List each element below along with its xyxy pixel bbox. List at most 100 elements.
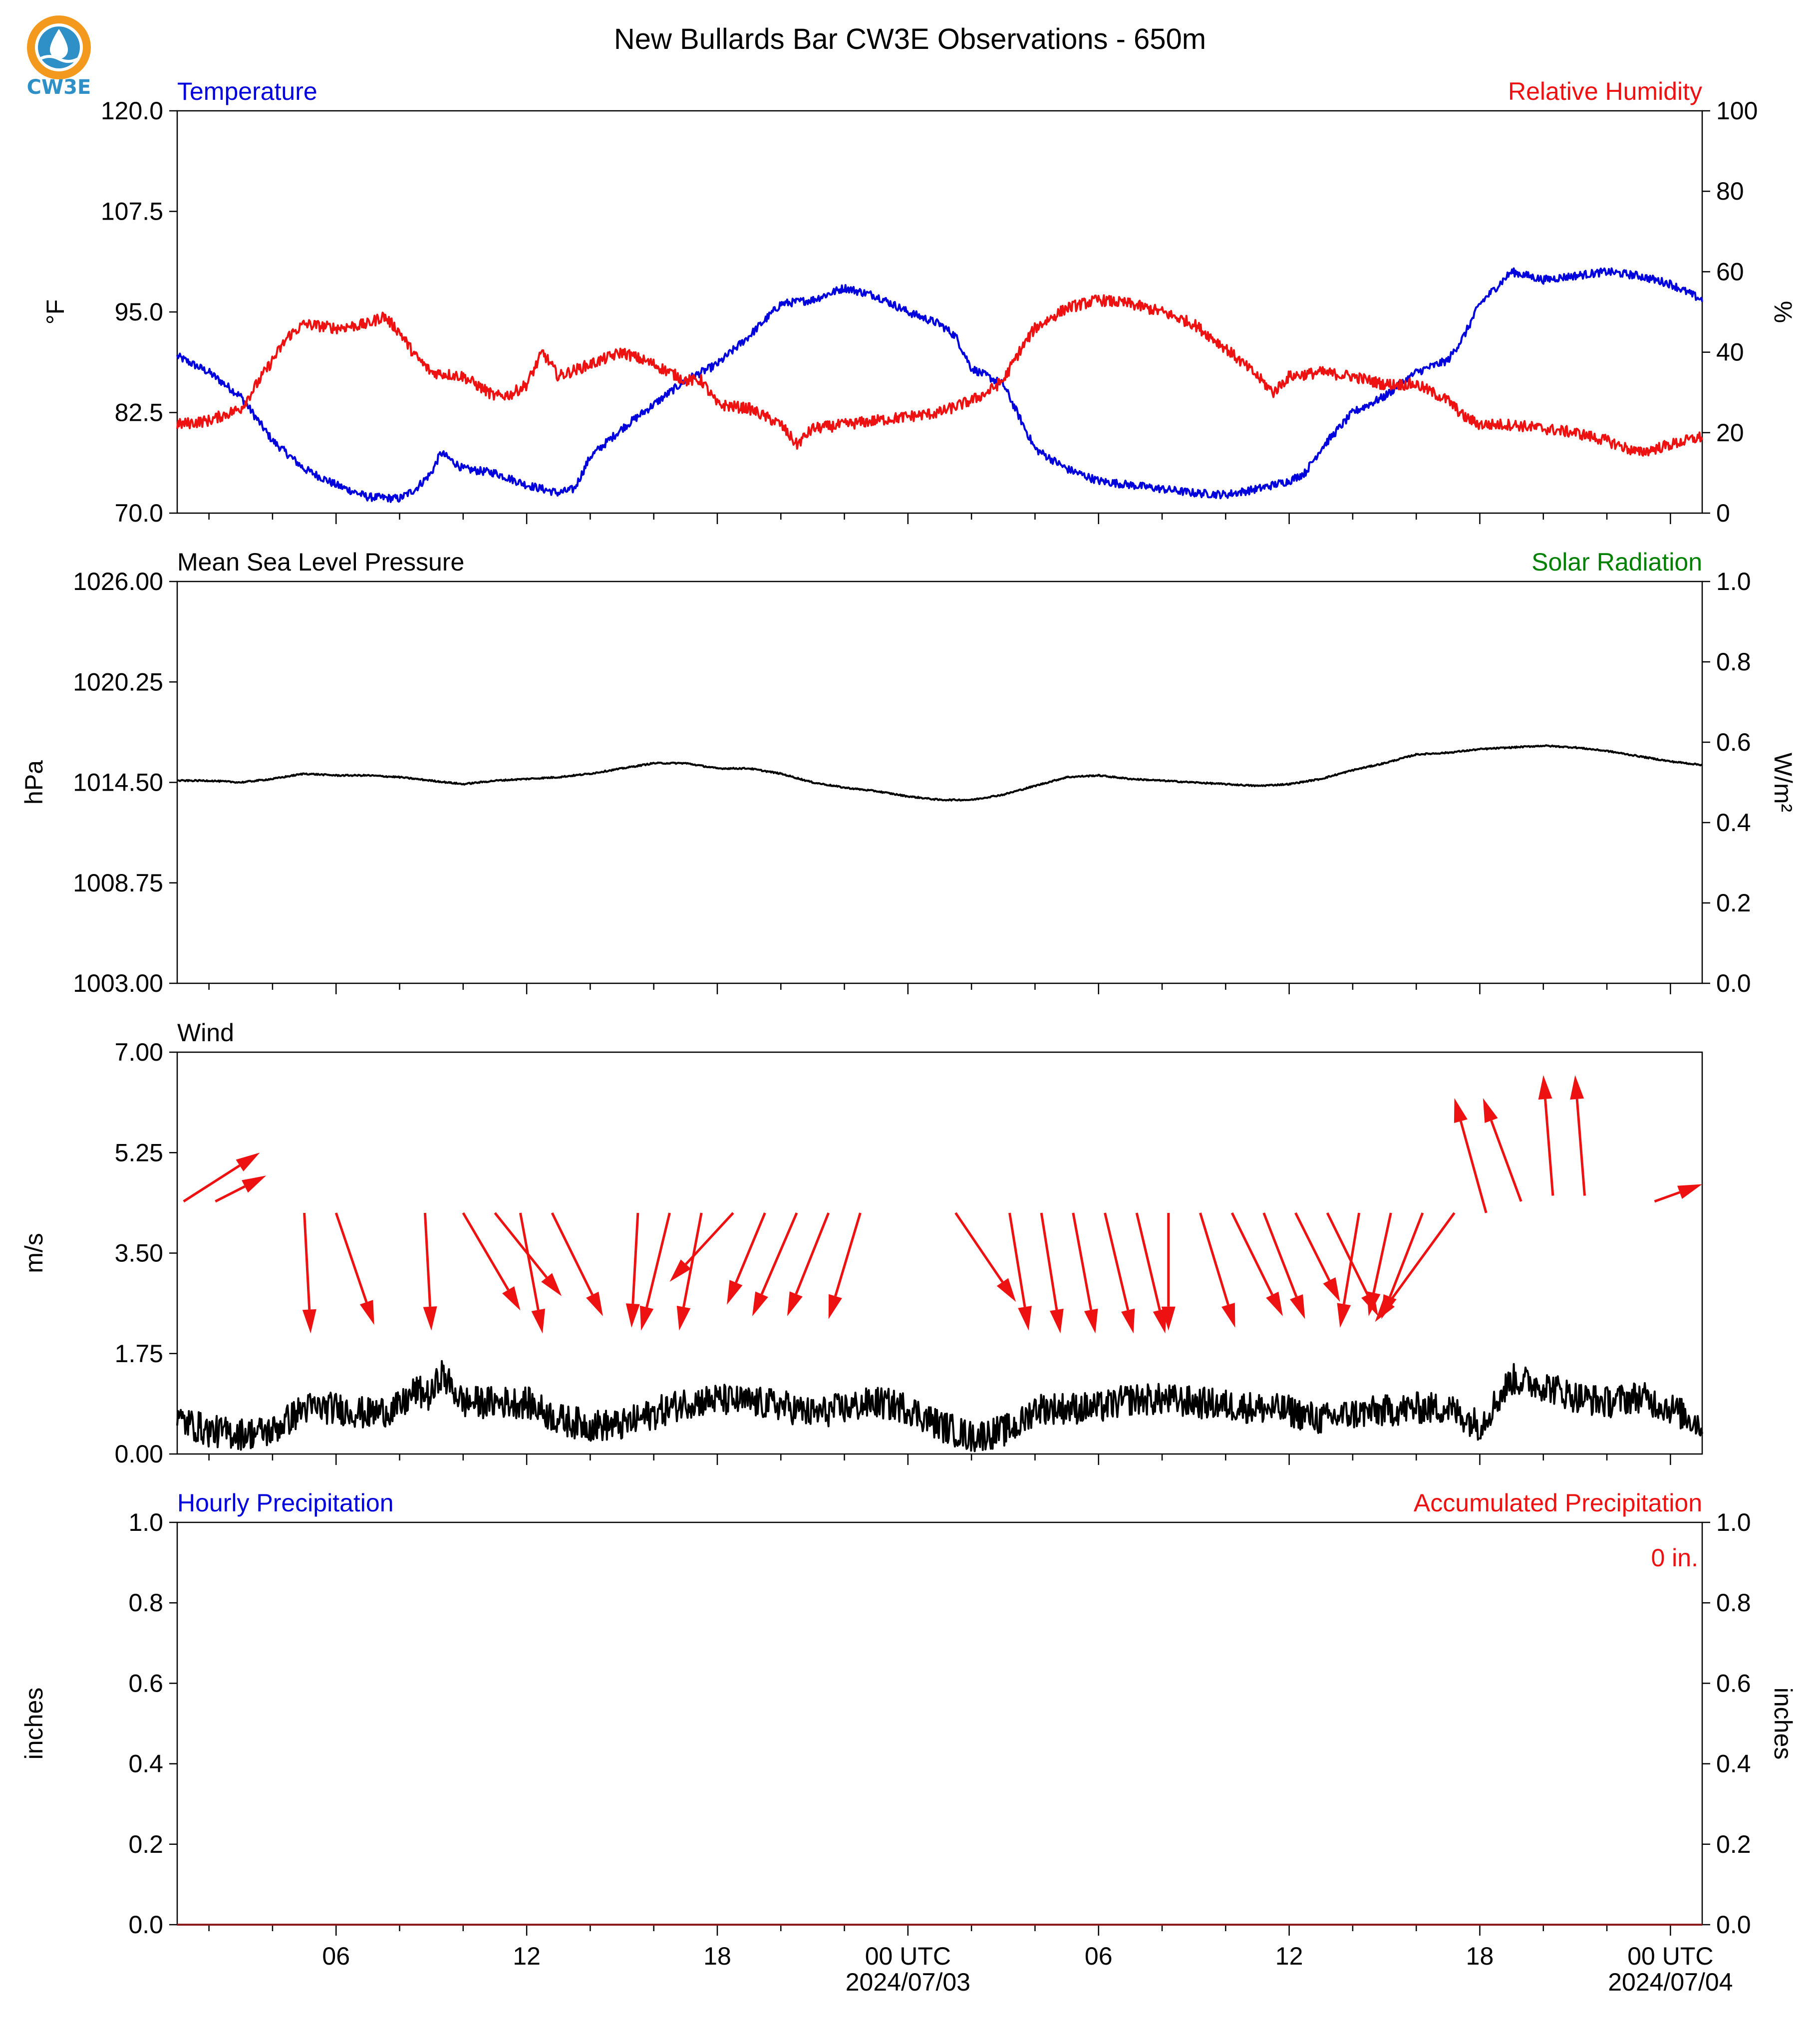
wind-arrow-shaft xyxy=(1072,1212,1093,1310)
y-right-axis-label: % xyxy=(1769,301,1797,323)
y-left-tick-label: 0.0 xyxy=(128,1911,163,1939)
wind-arrow-shaft xyxy=(1389,1212,1424,1297)
wind-arrow-head xyxy=(1153,1308,1167,1334)
y-left-tick-label: 82.5 xyxy=(115,399,163,427)
y-right-tick-label: 80 xyxy=(1716,177,1744,205)
wind-arrow xyxy=(1367,1212,1392,1316)
series-line-temperature xyxy=(176,267,1703,503)
x-tick-label: 06 xyxy=(1085,1942,1113,1970)
wind-arrow-shaft xyxy=(735,1212,766,1283)
wind-arrow-head xyxy=(242,1175,267,1193)
wind-arrow-head xyxy=(1454,1098,1468,1123)
wind-arrow-head xyxy=(236,1153,260,1171)
wind-arrow xyxy=(551,1212,603,1316)
logo-text: CW3E xyxy=(27,76,91,99)
wind-arrow xyxy=(1072,1212,1098,1334)
wind-arrow-head xyxy=(1289,1294,1305,1319)
y-left-tick-label: 1003.00 xyxy=(73,969,163,997)
wind-arrow-shaft xyxy=(795,1212,830,1295)
wind-arrow-head xyxy=(752,1291,768,1316)
plot-frame xyxy=(176,580,1703,984)
wind-arrow xyxy=(1538,1075,1554,1196)
wind-arrow-head xyxy=(676,1305,691,1331)
wind-arrow-shaft xyxy=(303,1212,311,1310)
y-right-tick-label: 0.6 xyxy=(1716,1669,1751,1697)
series-line-wind xyxy=(176,1360,1703,1452)
y-left-tick-label: 1008.75 xyxy=(73,869,163,897)
wind-arrow xyxy=(302,1212,316,1334)
y-left-tick-label: 0.00 xyxy=(115,1440,163,1468)
y-right-tick-label: 0.8 xyxy=(1716,648,1751,676)
wind-arrow-shaft xyxy=(1008,1212,1026,1307)
y-left-tick-label: 1.75 xyxy=(115,1340,163,1368)
wind-arrow xyxy=(1008,1212,1032,1331)
wind-arrow-head xyxy=(1221,1303,1235,1328)
wind-arrow xyxy=(183,1153,260,1203)
wind-arrow-head xyxy=(359,1300,374,1325)
wind-arrow-shaft xyxy=(834,1212,862,1297)
x-tick-label: 06 xyxy=(322,1942,350,1970)
y-right-axis-label: inches xyxy=(1769,1688,1797,1760)
x-tick-label: 18 xyxy=(703,1942,731,1970)
panel-left-title: Wind xyxy=(177,1019,234,1047)
cw3e-logo: CW3E xyxy=(27,15,91,99)
y-right-tick-label: 0.0 xyxy=(1716,969,1751,997)
x-tick-date-label: 2024/07/04 xyxy=(1608,1968,1733,1996)
wind-arrow-shaft xyxy=(423,1212,432,1307)
y-left-tick-label: 1014.50 xyxy=(73,769,163,797)
wind-arrow xyxy=(1135,1212,1167,1334)
panel-right-title: Solar Radiation xyxy=(1531,548,1702,576)
wind-arrow-head xyxy=(1483,1098,1498,1123)
y-left-axis-label: hPa xyxy=(20,760,48,805)
wind-arrow-head xyxy=(1677,1184,1702,1199)
wind-arrow-head xyxy=(996,1278,1016,1302)
wind-arrow xyxy=(1654,1184,1702,1203)
y-right-tick-label: 0.4 xyxy=(1716,809,1751,837)
panel-right-title: Relative Humidity xyxy=(1508,77,1702,105)
wind-arrow-head xyxy=(727,1280,743,1305)
wind-arrow xyxy=(1294,1212,1340,1302)
y-right-tick-label: 40 xyxy=(1716,338,1744,366)
wind-arrow xyxy=(494,1212,562,1296)
wind-arrow xyxy=(1375,1212,1456,1322)
wind-arrow xyxy=(1337,1212,1361,1328)
wind-arrow-shaft xyxy=(183,1164,241,1203)
wind-arrow xyxy=(462,1212,521,1311)
wind-arrow xyxy=(752,1212,798,1316)
y-left-axis-label: inches xyxy=(20,1688,48,1760)
precipitation-panel: 0.0 0.2 0.4 0.6 0.8 1.0 0.0 0.2 0.4 0.6 0.8 1.0 inch… xyxy=(20,1489,1797,1996)
series-line-relative-humidity xyxy=(176,294,1703,457)
y-right-tick-label: 0 xyxy=(1716,499,1730,527)
wind-arrow-shaft xyxy=(494,1212,548,1278)
y-left-tick-label: 1020.25 xyxy=(73,668,163,696)
wind-arrow-shaft xyxy=(645,1212,671,1308)
wind-arrow-shaft xyxy=(1040,1212,1058,1310)
y-left-tick-label: 7.00 xyxy=(115,1038,163,1066)
y-right-tick-label: 0.2 xyxy=(1716,889,1751,917)
y-right-tick-label: 20 xyxy=(1716,419,1744,447)
x-tick-date-label: 2024/07/03 xyxy=(846,1968,970,1996)
wind-arrow-head xyxy=(541,1273,562,1296)
wind-arrow-shaft xyxy=(1326,1212,1369,1296)
wind-arrow-head xyxy=(1337,1303,1351,1328)
y-right-axis-label: W/m² xyxy=(1769,753,1797,812)
wind-arrow-shaft xyxy=(1575,1099,1586,1196)
x-tick-label: 00 UTC xyxy=(865,1942,951,1970)
panel-left-title: Hourly Precipitation xyxy=(177,1489,394,1517)
wind-arrow-head xyxy=(639,1305,654,1331)
wind-arrow xyxy=(676,1212,703,1331)
wind-arrow-shaft xyxy=(1544,1099,1554,1196)
wind-arrow xyxy=(954,1212,1016,1302)
wind-arrow xyxy=(625,1212,640,1328)
y-left-tick-label: 0.2 xyxy=(128,1830,163,1858)
wind-arrow-shaft xyxy=(1294,1212,1331,1281)
y-left-axis-label: m/s xyxy=(20,1233,48,1273)
wind-arrow-shaft xyxy=(1342,1212,1361,1305)
precipitation-total-label: 0 in. xyxy=(1651,1544,1698,1572)
y-left-axis-label: °F xyxy=(41,299,69,325)
x-tick-label: 12 xyxy=(1275,1942,1303,1970)
wind-arrow xyxy=(1570,1075,1586,1196)
wind-arrow xyxy=(334,1212,374,1325)
wind-arrow-head xyxy=(423,1306,437,1331)
